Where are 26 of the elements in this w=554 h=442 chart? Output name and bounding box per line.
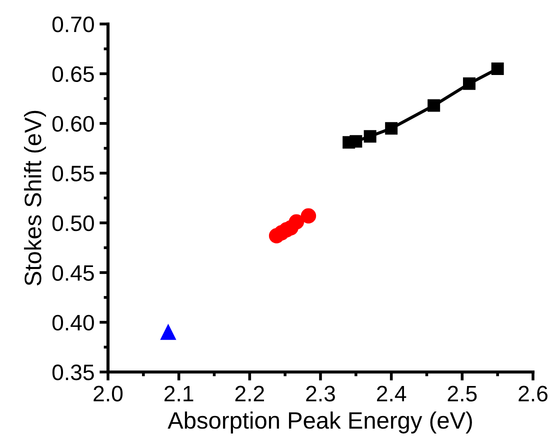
y-tick-label: 0.50	[52, 215, 94, 232]
x-tick-label: 2.5	[448, 386, 477, 402]
x-tick-label: 2.0	[94, 386, 123, 402]
y-tick-label: 0.65	[52, 66, 94, 82]
x-tick-label: 2.2	[235, 386, 264, 402]
point	[491, 62, 504, 75]
y-tick-label: 0.35	[52, 364, 94, 380]
y-tick-label: 0.55	[52, 166, 94, 182]
point	[385, 122, 398, 135]
x-tick-label: 2.4	[377, 386, 406, 402]
y-tick-label: 0.70	[52, 16, 94, 32]
x-tick-label: 2.1	[164, 386, 194, 402]
x-tick-label: 2.6	[518, 386, 548, 402]
y-axis-title: Stokes Shift (eV)	[24, 110, 46, 286]
y-tick-label: 0.40	[52, 314, 94, 331]
point	[160, 324, 176, 340]
x-axis-title: Absorption Peak Energy (eV)	[168, 411, 472, 434]
point	[300, 208, 316, 224]
point	[350, 135, 362, 148]
y-tick-label: 0.45	[52, 265, 94, 281]
point	[428, 99, 440, 112]
point	[463, 77, 476, 90]
point	[288, 214, 304, 230]
y-tick-label: 0.60	[52, 116, 94, 132]
point	[364, 130, 376, 143]
x-tick-label: 2.3	[306, 386, 335, 402]
